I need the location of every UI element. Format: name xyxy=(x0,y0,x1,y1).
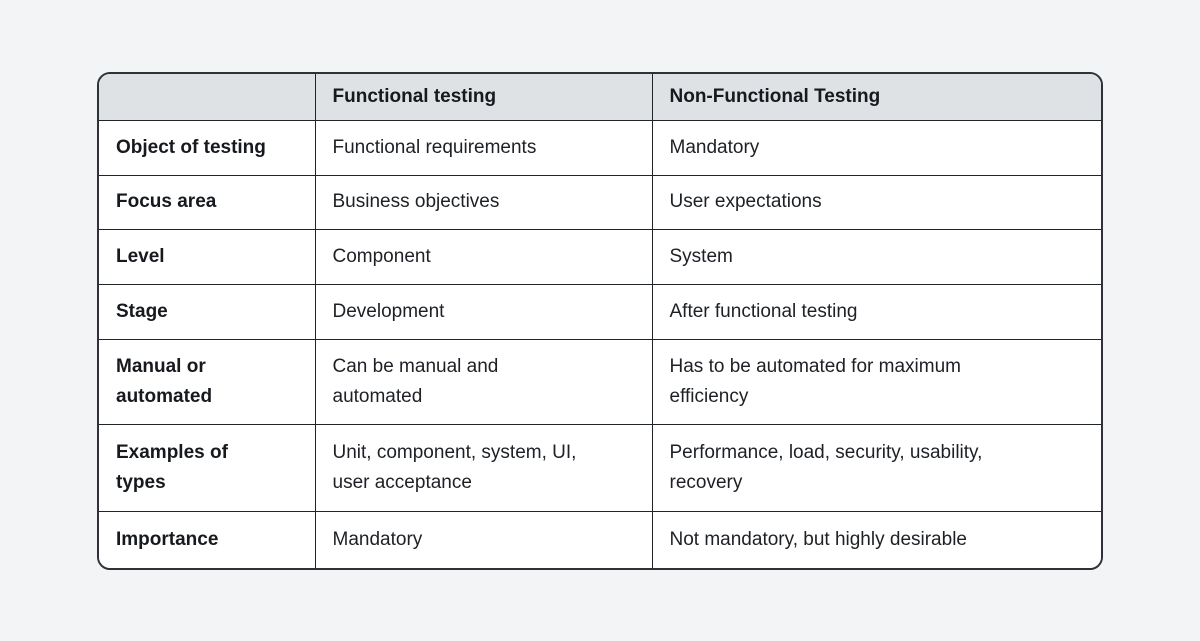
non-functional-cell: Performance, load, security, usability, … xyxy=(652,424,1101,512)
row-label: Level xyxy=(99,229,316,285)
non-functional-cell: Mandatory xyxy=(652,120,1101,176)
table-header-row: Functional testing Non-Functional Testin… xyxy=(99,74,1101,121)
row-label: Importance xyxy=(99,511,316,568)
table-row-focus-area: Focus area Business objectives User expe… xyxy=(99,175,1101,230)
table-row-level: Level Component System xyxy=(99,229,1101,285)
comparison-table-card: Functional testing Non-Functional Testin… xyxy=(97,72,1103,570)
header-functional: Functional testing xyxy=(315,74,653,121)
non-functional-cell: After functional testing xyxy=(652,284,1101,340)
table-row-object-of-testing: Object of testing Functional requirement… xyxy=(99,120,1101,176)
non-functional-cell: Not mandatory, but highly desirable xyxy=(652,511,1101,568)
table-row-examples-of-types: Examples of types Unit, component, syste… xyxy=(99,424,1101,512)
table-row-importance: Importance Mandatory Not mandatory, but … xyxy=(99,511,1101,568)
functional-cell: Unit, component, system, UI, user accept… xyxy=(315,424,653,512)
header-empty-cell xyxy=(99,74,316,121)
comparison-table: Functional testing Non-Functional Testin… xyxy=(99,74,1101,568)
header-non-functional: Non-Functional Testing xyxy=(652,74,1101,121)
row-label: Examples of types xyxy=(99,424,316,512)
table-row-manual-or-automated: Manual or automated Can be manual and au… xyxy=(99,339,1101,425)
non-functional-cell: User expectations xyxy=(652,175,1101,230)
functional-cell: Can be manual and automated xyxy=(315,339,653,425)
row-label: Stage xyxy=(99,284,316,340)
functional-cell: Component xyxy=(315,229,653,285)
row-label: Focus area xyxy=(99,175,316,230)
non-functional-cell: System xyxy=(652,229,1101,285)
functional-cell: Functional requirements xyxy=(315,120,653,176)
functional-cell: Development xyxy=(315,284,653,340)
functional-cell: Mandatory xyxy=(315,511,653,568)
functional-cell: Business objectives xyxy=(315,175,653,230)
non-functional-cell: Has to be automated for maximum efficien… xyxy=(652,339,1101,425)
row-label: Object of testing xyxy=(99,120,316,176)
table-row-stage: Stage Development After functional testi… xyxy=(99,284,1101,340)
row-label: Manual or automated xyxy=(99,339,316,425)
